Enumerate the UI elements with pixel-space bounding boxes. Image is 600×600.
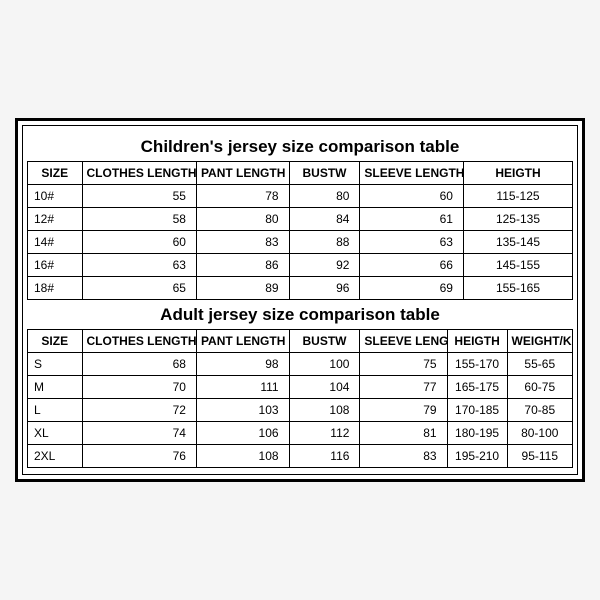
col-clothes-length: CLOTHES LENGTH [82, 162, 196, 185]
col-height: HEIGTH [463, 162, 572, 185]
table-row: S689810075155-17055-65 [28, 353, 573, 376]
col-weight: WEIGHT/KG [507, 330, 572, 353]
adult-table-body: S689810075155-17055-65 M7011110477165-17… [28, 353, 573, 468]
table-row: 12#58808461125-135 [28, 208, 573, 231]
col-height: HEIGTH [447, 330, 507, 353]
children-table-body: 10#55788060115-125 12#58808461125-135 14… [28, 185, 573, 300]
children-header-row: SIZE CLOTHES LENGTH PANT LENGTH BUSTW SL… [28, 162, 573, 185]
inner-frame: Children's jersey size comparison table … [22, 125, 578, 475]
col-clothes-length: CLOTHES LENGTH [82, 330, 196, 353]
children-table-title: Children's jersey size comparison table [27, 132, 573, 161]
col-bustw: BUSTW [289, 330, 360, 353]
table-row: 16#63869266145-155 [28, 254, 573, 277]
col-sleeve-length: SLEEVE LENGTH [360, 162, 464, 185]
table-row: 10#55788060115-125 [28, 185, 573, 208]
adult-header-row: SIZE CLOTHES LENGTH PANT LENGTH BUSTW SL… [28, 330, 573, 353]
col-pant-length: PANT LENGTH [196, 330, 289, 353]
col-size: SIZE [28, 162, 83, 185]
adult-table-title: Adult jersey size comparison table [27, 300, 573, 329]
col-sleeve-length: SLEEVE LENGTH [360, 330, 447, 353]
table-row: 18#65899669155-165 [28, 277, 573, 300]
col-size: SIZE [28, 330, 83, 353]
col-pant-length: PANT LENGTH [196, 162, 289, 185]
table-row: M7011110477165-17560-75 [28, 376, 573, 399]
outer-frame: Children's jersey size comparison table … [15, 118, 585, 482]
table-row: XL7410611281180-19580-100 [28, 422, 573, 445]
children-size-table: SIZE CLOTHES LENGTH PANT LENGTH BUSTW SL… [27, 161, 573, 300]
col-bustw: BUSTW [289, 162, 360, 185]
table-row: 14#60838863135-145 [28, 231, 573, 254]
adult-size-table: SIZE CLOTHES LENGTH PANT LENGTH BUSTW SL… [27, 329, 573, 468]
table-row: L7210310879170-18570-85 [28, 399, 573, 422]
table-row: 2XL7610811683195-21095-115 [28, 445, 573, 468]
